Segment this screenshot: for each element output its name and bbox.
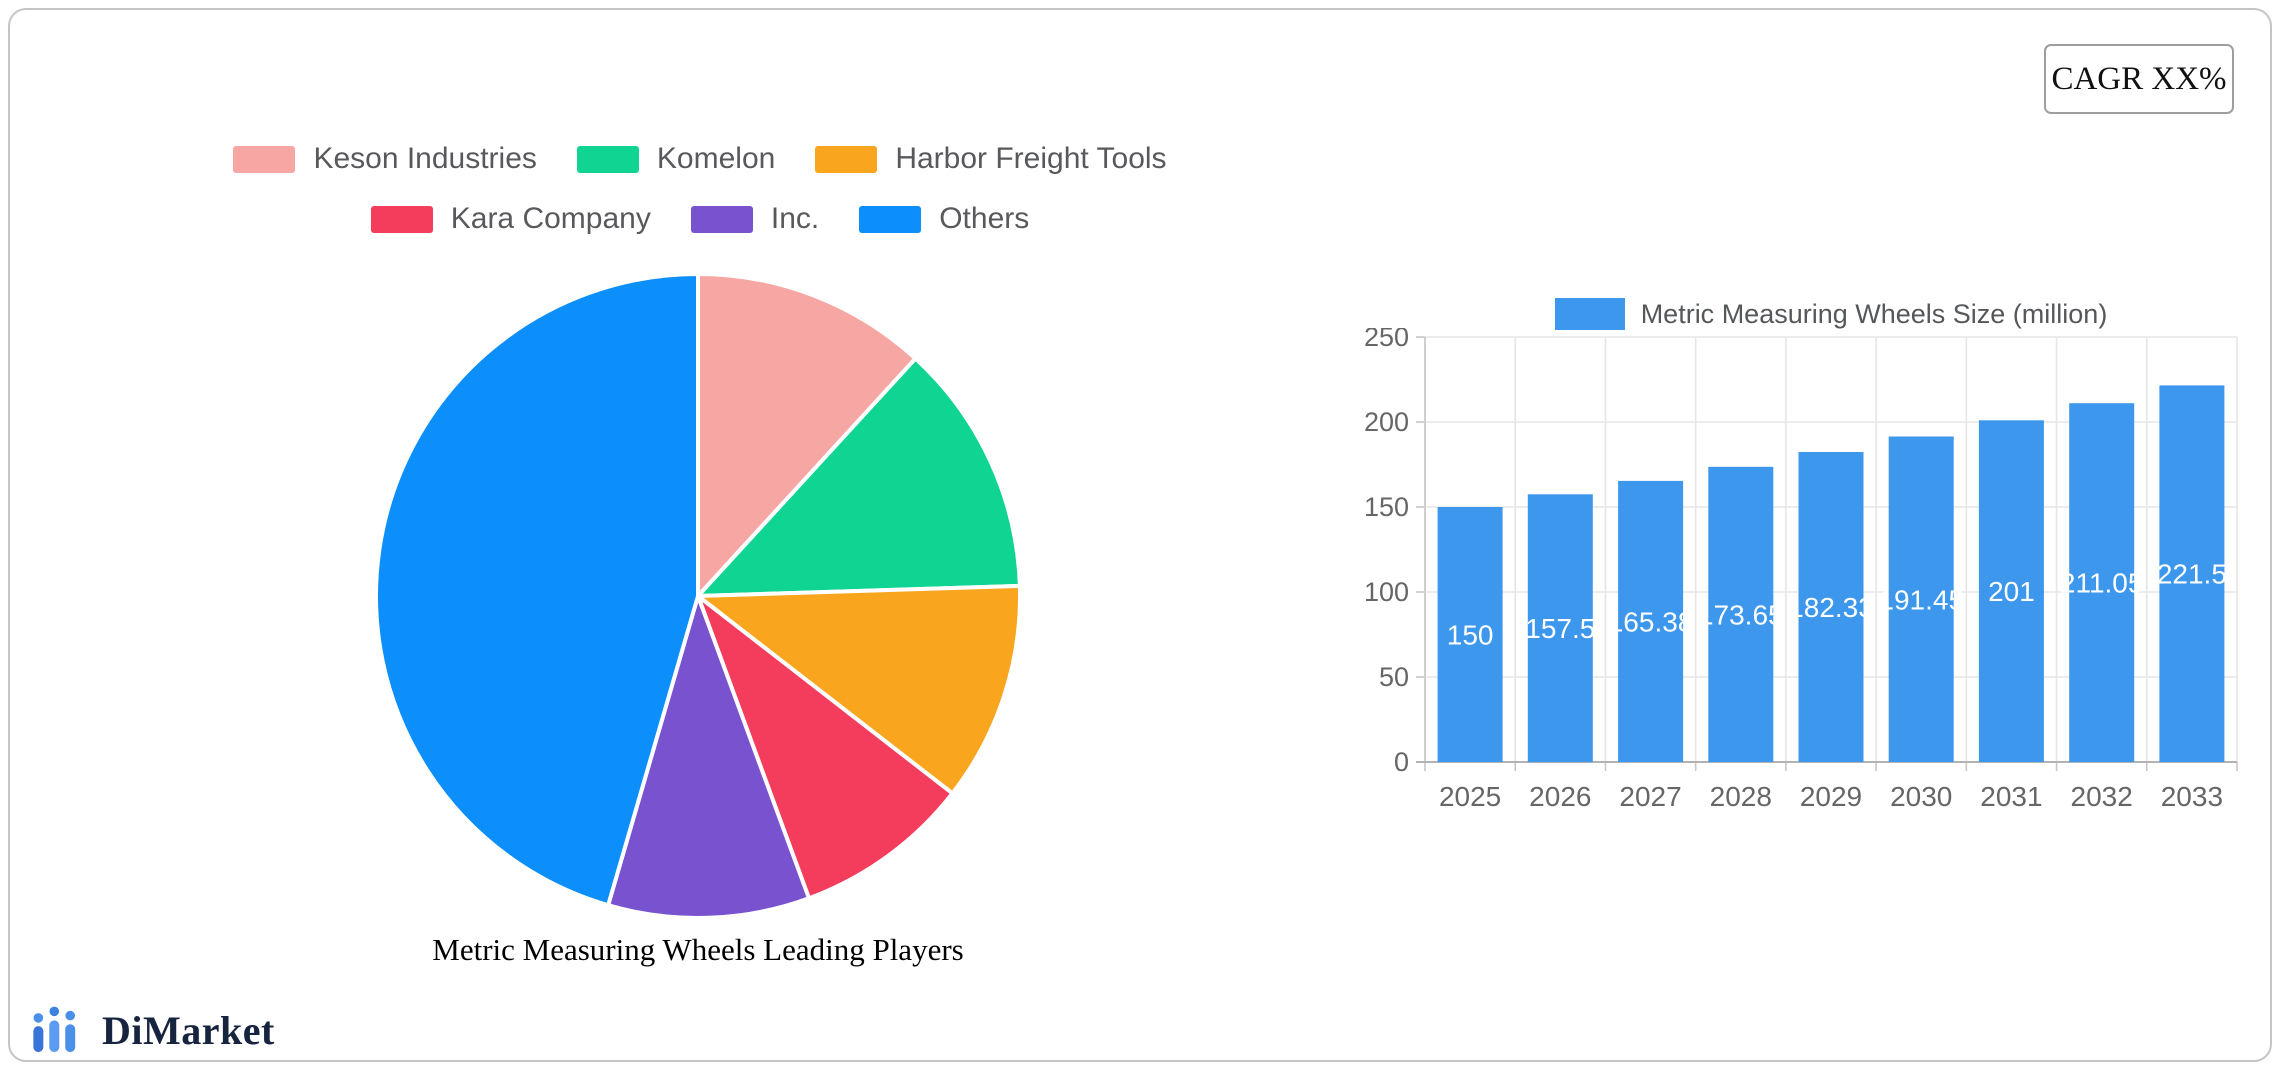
legend-swatch-others bbox=[859, 205, 922, 233]
legend-label: Keson Industries bbox=[313, 142, 537, 175]
pie-legend: Keson Industries Komelon Harbor Freight To… bbox=[110, 142, 1290, 236]
y-tick-label: 150 bbox=[1364, 492, 1409, 522]
legend-swatch-keson-industries bbox=[233, 145, 296, 173]
pie-slice-inc bbox=[606, 594, 811, 920]
legend-label: Others bbox=[939, 202, 1030, 235]
cagr-label: CAGR XX% bbox=[2051, 60, 2227, 97]
bar-value-label-2025: 150 bbox=[1447, 620, 1494, 651]
pie-chart bbox=[374, 272, 1022, 920]
legend-item-kara-company: Kara Company bbox=[370, 202, 651, 236]
x-tick-label-2029: 2029 bbox=[1800, 781, 1862, 812]
bar-2026 bbox=[1527, 494, 1593, 763]
pie-slice-komelon bbox=[696, 356, 1022, 598]
legend-label: Komelon bbox=[656, 142, 776, 175]
y-tick-label: 250 bbox=[1364, 328, 1409, 352]
bar-value-label-2033: 221.5 bbox=[2157, 559, 2227, 590]
legend-item-keson-industries: Keson Industries bbox=[233, 142, 537, 176]
pie-slice-others bbox=[374, 272, 700, 908]
bar-value-label-2031: 201 bbox=[1988, 576, 2035, 607]
x-tick-label-2028: 2028 bbox=[1710, 781, 1772, 812]
bar-2029 bbox=[1798, 452, 1864, 762]
legend-swatch-harbor-freight-tools bbox=[815, 145, 878, 173]
legend-item-inc: Inc. bbox=[690, 202, 820, 236]
x-tick-label-2033: 2033 bbox=[2161, 781, 2223, 812]
legend-label: Inc. bbox=[770, 202, 820, 235]
pie-slice-harbor-freight-tools bbox=[696, 583, 1022, 796]
bar-2031 bbox=[1978, 420, 2044, 762]
bar-chart-icon bbox=[33, 1006, 76, 1053]
cagr-badge: CAGR XX% bbox=[2044, 44, 2234, 114]
bar-2025 bbox=[1437, 507, 1503, 762]
pie-slice-kara-company bbox=[696, 594, 955, 901]
y-tick-label: 100 bbox=[1364, 577, 1409, 607]
y-tick-label: 200 bbox=[1364, 407, 1409, 437]
x-tick-label-2030: 2030 bbox=[1890, 781, 1952, 812]
bar-value-label-2028: 173.65 bbox=[1698, 599, 1784, 630]
x-tick-label-2026: 2026 bbox=[1529, 781, 1591, 812]
y-tick-label: 50 bbox=[1379, 662, 1409, 692]
x-tick-label-2025: 2025 bbox=[1439, 781, 1501, 812]
pie-chart-title: Metric Measuring Wheels Leading Players bbox=[432, 932, 964, 967]
x-tick-label-2027: 2027 bbox=[1619, 781, 1681, 812]
bar-2030 bbox=[1888, 436, 1954, 762]
legend-swatch-kara-company bbox=[370, 205, 433, 233]
bar-legend-swatch bbox=[1554, 298, 1625, 330]
legend-swatch-inc bbox=[690, 205, 753, 233]
bar-legend-label: Metric Measuring Wheels Size (million) bbox=[1640, 298, 2108, 329]
bar-2028 bbox=[1708, 466, 1774, 762]
bar-2033 bbox=[2159, 385, 2225, 762]
y-tick-label: 0 bbox=[1394, 747, 1409, 777]
brand-name: DiMarket bbox=[102, 1007, 275, 1053]
bar-value-label-2032: 211.05 bbox=[2060, 568, 2144, 599]
bar-2027 bbox=[1618, 480, 1684, 762]
x-tick-label-2032: 2032 bbox=[2071, 781, 2133, 812]
legend-item-harbor-freight-tools: Harbor Freight Tools bbox=[815, 142, 1167, 176]
bar-value-label-2027: 165.38 bbox=[1608, 606, 1694, 637]
legend-swatch-komelon bbox=[576, 145, 639, 173]
bar-value-label-2026: 157.5 bbox=[1525, 613, 1595, 644]
bar-2032 bbox=[2069, 403, 2135, 762]
bar-value-label-2030: 191.45 bbox=[1878, 584, 1964, 615]
x-tick-label-2031: 2031 bbox=[1980, 781, 2042, 812]
bar-chart-legend: Metric Measuring Wheels Size (million) bbox=[1425, 294, 2237, 334]
legend-item-others: Others bbox=[859, 202, 1029, 236]
bar-chart: 0 50 100 150 200 250 150 2025 157.5 2026 165.38 202… bbox=[1364, 328, 2238, 812]
legend-label: Harbor Freight Tools bbox=[895, 142, 1167, 175]
brand-logo: DiMarket bbox=[32, 1000, 275, 1060]
pie-slice-keson-industries bbox=[696, 272, 918, 598]
legend-label: Kara Company bbox=[450, 202, 651, 235]
bar-value-label-2029: 182.33 bbox=[1788, 592, 1874, 623]
legend-item-komelon: Komelon bbox=[576, 142, 776, 176]
